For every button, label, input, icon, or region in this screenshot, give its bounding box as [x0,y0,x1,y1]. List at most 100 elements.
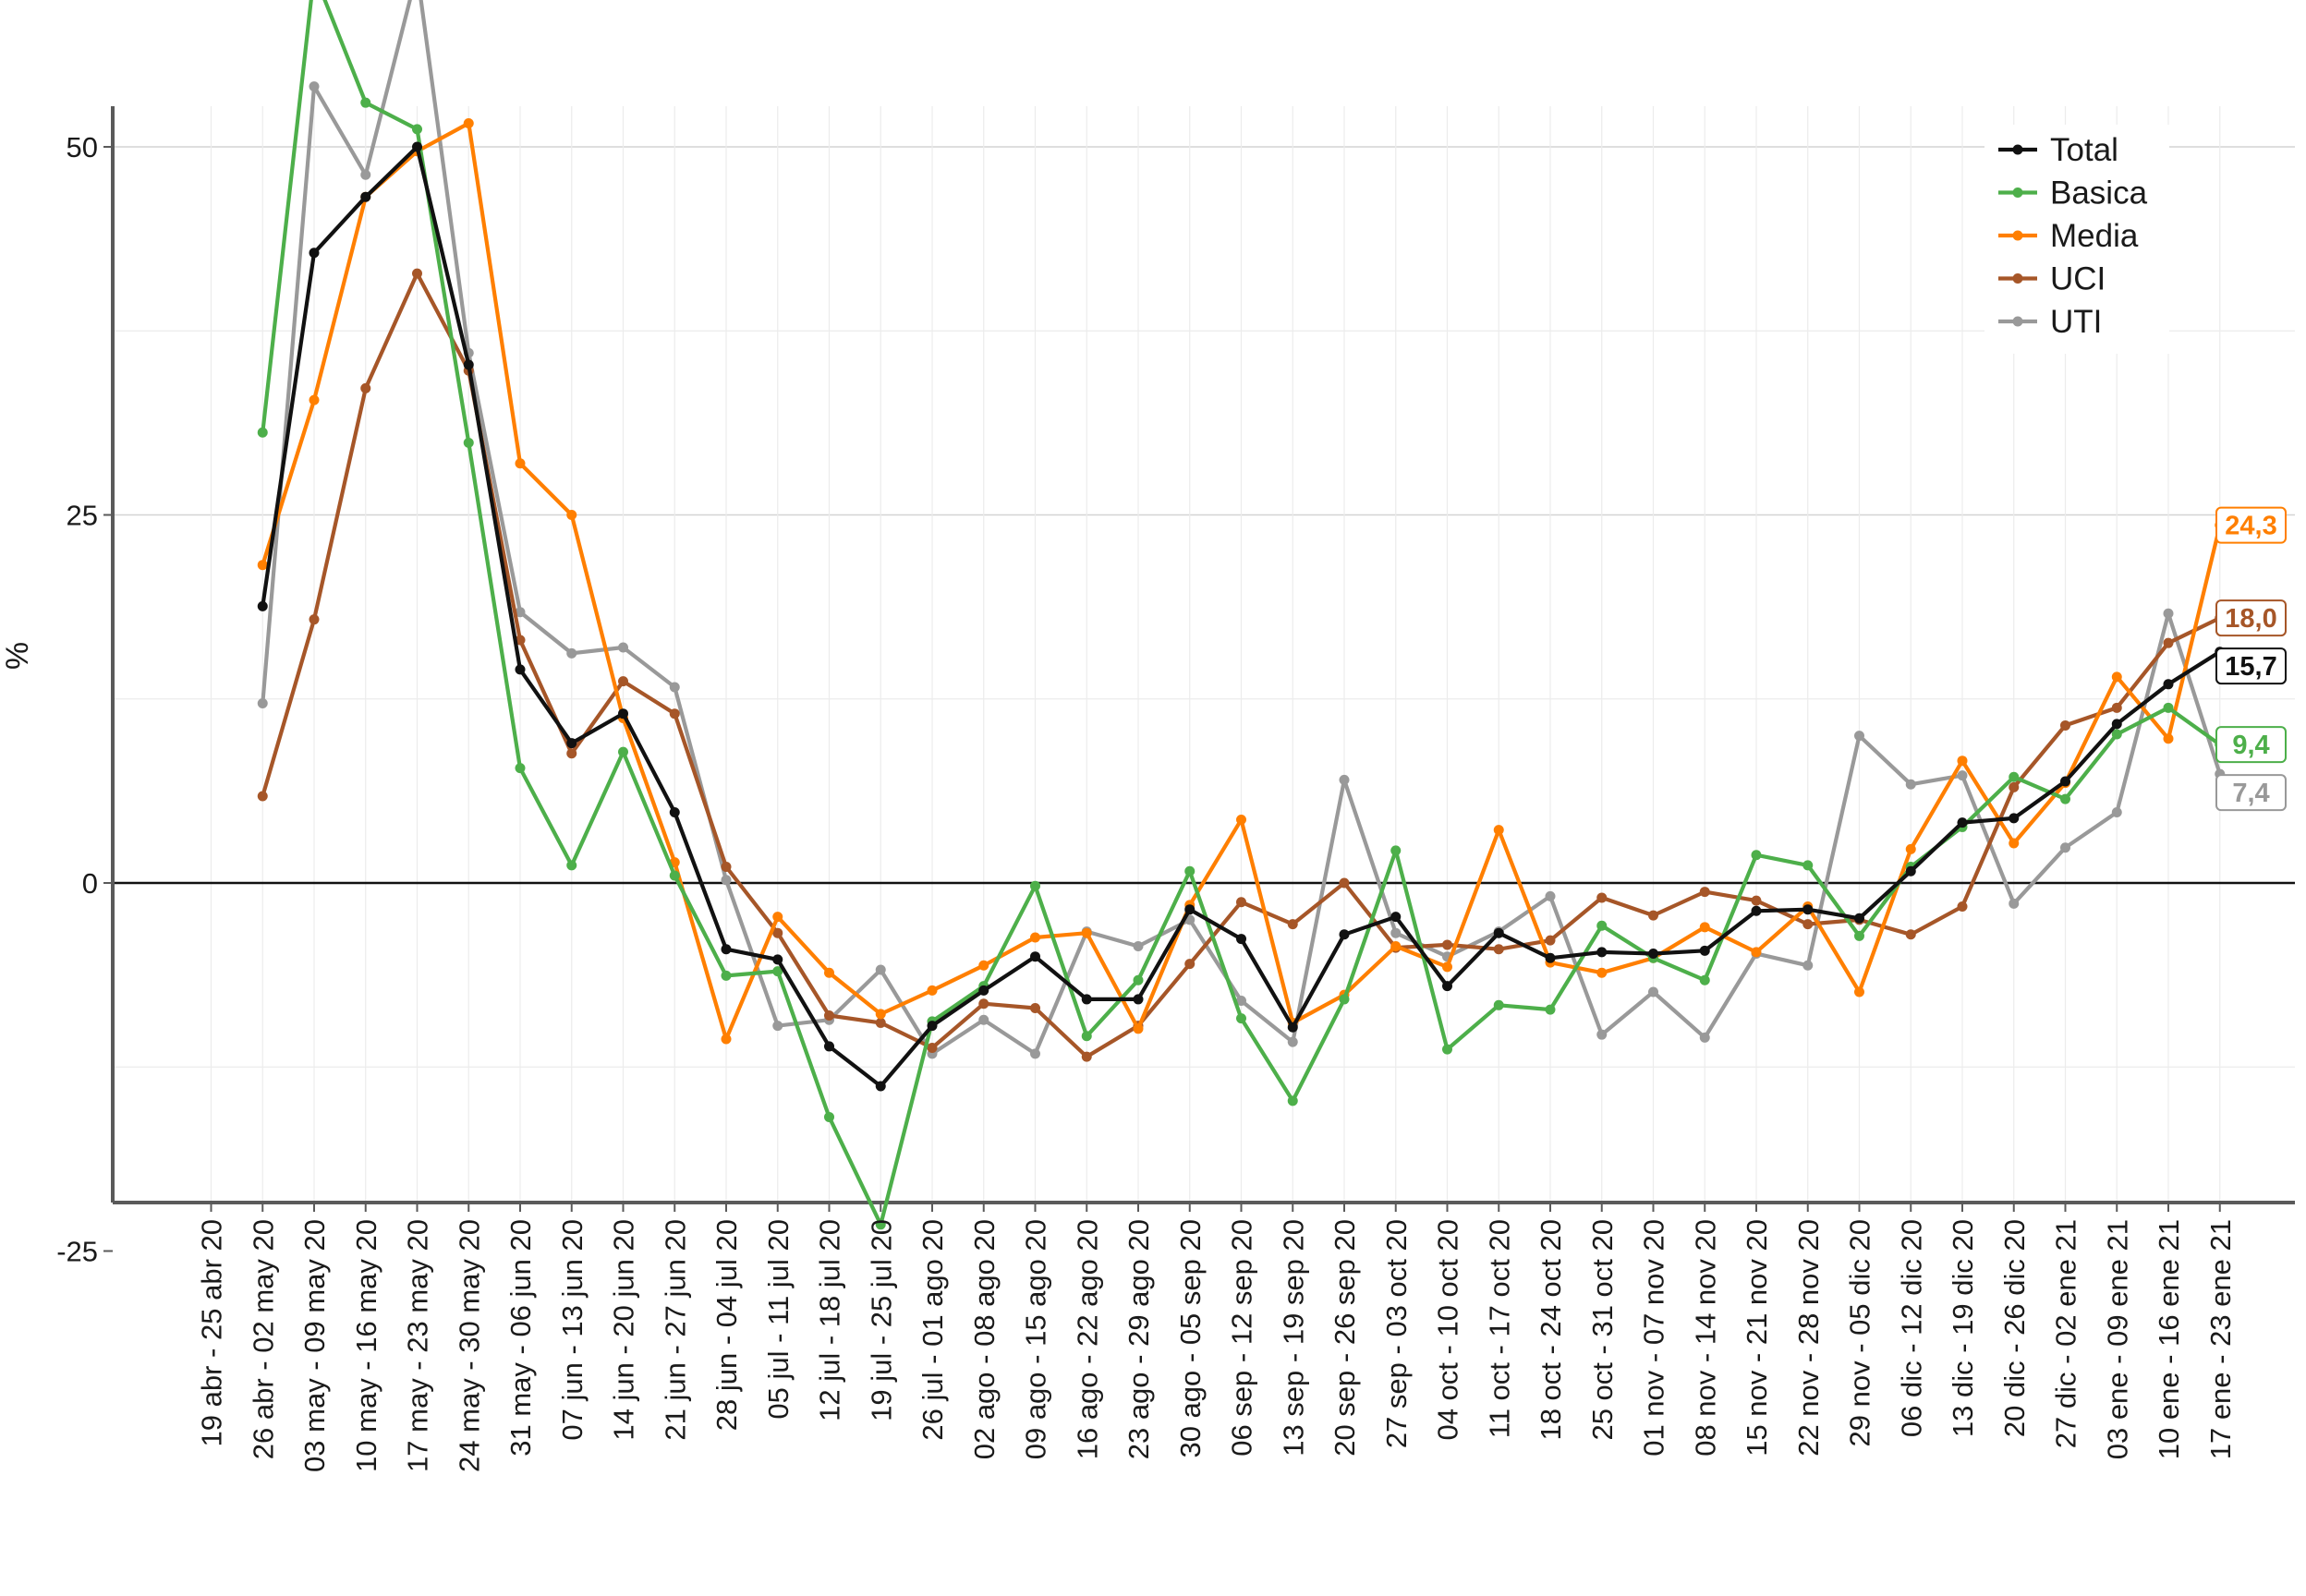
data-point-uci [772,927,783,938]
data-point-uci [1493,944,1504,955]
data-point-uci [1596,892,1608,903]
data-point-media [257,560,268,571]
data-point-total [2060,776,2070,787]
end-label-box [2215,647,2287,685]
x-tick-label: 07 jun - 13 jun 20 [556,1219,589,1441]
legend-marker-media [2012,230,2023,241]
x-tick-label: 01 nov - 07 nov 20 [1638,1219,1670,1457]
data-point-uti [1957,770,1968,781]
x-tick-label: 17 may - 23 may 20 [402,1219,434,1472]
x-tick-label: 06 dic - 12 dic 20 [1895,1219,1927,1437]
data-point-total [669,806,680,817]
data-point-total [2111,719,2122,730]
data-point-uti [2111,806,2122,817]
data-point-basica [1030,880,1040,891]
data-point-basica [412,124,422,135]
data-point-media [1133,1023,1144,1034]
data-point-uti [721,875,732,886]
data-point-basica [1751,850,1762,861]
data-point-basica [824,1111,834,1122]
data-point-media [1751,947,1762,958]
x-tick-label: 19 jul - 25 jul 20 [865,1219,897,1421]
data-point-uci [1184,959,1195,970]
data-point-basica [875,1219,886,1230]
data-point-basica [1236,1013,1246,1024]
x-tick-label: 25 oct - 31 oct 20 [1586,1219,1619,1441]
end-label-basica: 9,4 [2215,726,2287,764]
data-point-total [2163,679,2174,690]
series-basica [257,0,2226,1230]
data-point-uti [1236,996,1246,1007]
x-tick-label: 15 nov - 21 nov 20 [1741,1219,1773,1457]
data-point-uti [1802,960,1814,971]
legend-marker-uci [2012,273,2023,284]
y-tick-label: 50 [67,131,98,163]
data-point-basica [669,870,680,881]
end-value-labels: 24,3 18,0 15,7 9,4 7,4 [2215,506,2287,812]
data-point-uti [2163,608,2174,619]
data-point-media [1957,756,1968,767]
data-point-basica [360,97,371,108]
x-tick-label: 13 dic - 19 dic 20 [1947,1219,1979,1437]
end-label-media: 24,3 [2215,506,2287,544]
legend-label-total: Total [2050,132,2118,168]
x-tick-label: 31 may - 06 jun 20 [504,1219,537,1457]
legend-label-uti: UTI [2050,304,2102,340]
data-point-uci [515,635,526,646]
data-point-basica [2060,793,2070,804]
data-point-media [721,1034,732,1045]
data-point-total [1751,905,1762,916]
data-point-uci [875,1017,886,1028]
data-point-uti [1545,890,1556,901]
y-axis-label: % [0,642,35,670]
x-tick-label: 09 ago - 15 ago 20 [1020,1219,1052,1459]
data-point-total [1648,949,1658,960]
x-tick-label: 30 ago - 05 sep 20 [1174,1219,1207,1458]
x-tick-label: 18 oct - 24 oct 20 [1535,1219,1567,1441]
data-point-uti [1287,1036,1298,1047]
end-label-value: 7,4 [2232,779,2269,808]
data-point-total [360,191,371,202]
data-point-media [1030,932,1040,943]
data-point-media [2111,671,2122,683]
data-point-uti [1596,1029,1608,1040]
data-point-basica [257,427,268,438]
data-point-uci [1802,919,1814,930]
data-point-uci [2009,781,2020,792]
series-uti [257,0,2226,1059]
data-point-total [1339,929,1350,940]
data-point-basica [1339,994,1350,1005]
data-point-basica [515,763,526,774]
x-tick-label: 11 oct - 17 oct 20 [1483,1219,1515,1438]
y-tick-label: 0 [82,867,98,900]
legend-label-basica: Basica [2050,175,2148,212]
data-point-media [1081,927,1092,938]
data-point-uci [1905,929,1916,940]
data-point-uci [2060,719,2070,731]
data-point-uci [1751,895,1762,906]
data-point-uci [1442,939,1452,950]
x-tick-label: 10 ene - 16 ene 21 [2153,1219,2185,1459]
data-point-total [978,985,989,996]
data-point-uti [1339,774,1350,785]
data-point-basica [618,746,628,757]
data-point-basica [1699,974,1710,985]
x-tick-label: 20 dic - 26 dic 20 [1998,1219,2031,1437]
data-point-total [1545,952,1556,963]
data-point-media [1442,961,1452,973]
data-point-total [2009,813,2020,824]
data-point-uci [927,1043,938,1054]
data-point-total [772,954,783,965]
data-point-uci [721,861,732,872]
x-tick-label: 10 may - 16 may 20 [350,1219,382,1472]
data-point-total [1854,913,1864,924]
data-point-total [1442,981,1452,992]
x-tick-label: 20 sep - 26 sep 20 [1329,1219,1361,1457]
data-point-media [978,960,989,971]
data-point-media [1699,922,1710,933]
data-point-uci [824,1010,834,1021]
x-tick-label: 06 sep - 12 sep 20 [1226,1219,1258,1457]
data-point-uci [2111,702,2122,713]
data-point-uti [978,1014,989,1025]
data-point-uti [1905,779,1916,790]
